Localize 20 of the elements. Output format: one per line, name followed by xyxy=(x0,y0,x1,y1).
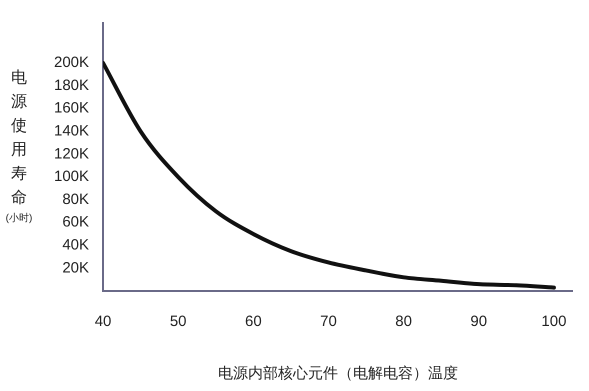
y-tick-label: 140K xyxy=(54,122,90,140)
y-tick-label: 40K xyxy=(62,236,90,254)
x-tick-label: 80 xyxy=(395,313,412,330)
x-tick-label: 40 xyxy=(94,313,112,330)
y-tick-label: 160K xyxy=(54,100,90,117)
x-tick-label: 70 xyxy=(320,313,337,330)
y-tick-label: 20K xyxy=(62,259,90,276)
y-tick-label: 200K xyxy=(54,54,90,72)
y-tick-label: 60K xyxy=(62,214,90,231)
x-tick-label: 100 xyxy=(541,313,566,330)
x-tick-label: 60 xyxy=(244,313,262,330)
y-tick-label: 120K xyxy=(54,145,90,162)
y-axis-title: 电源使用寿命(小时) xyxy=(6,68,32,224)
y-tick-label: 100K xyxy=(54,168,90,186)
y-tick-label: 80K xyxy=(62,190,90,208)
line-series xyxy=(103,60,556,290)
x-axis-title: 电源内部核心元件（电解电容）温度 xyxy=(218,365,458,382)
x-tick-label: 90 xyxy=(470,313,488,330)
x-tick-label: 50 xyxy=(170,313,187,330)
y-tick-label: 180K xyxy=(54,76,90,94)
